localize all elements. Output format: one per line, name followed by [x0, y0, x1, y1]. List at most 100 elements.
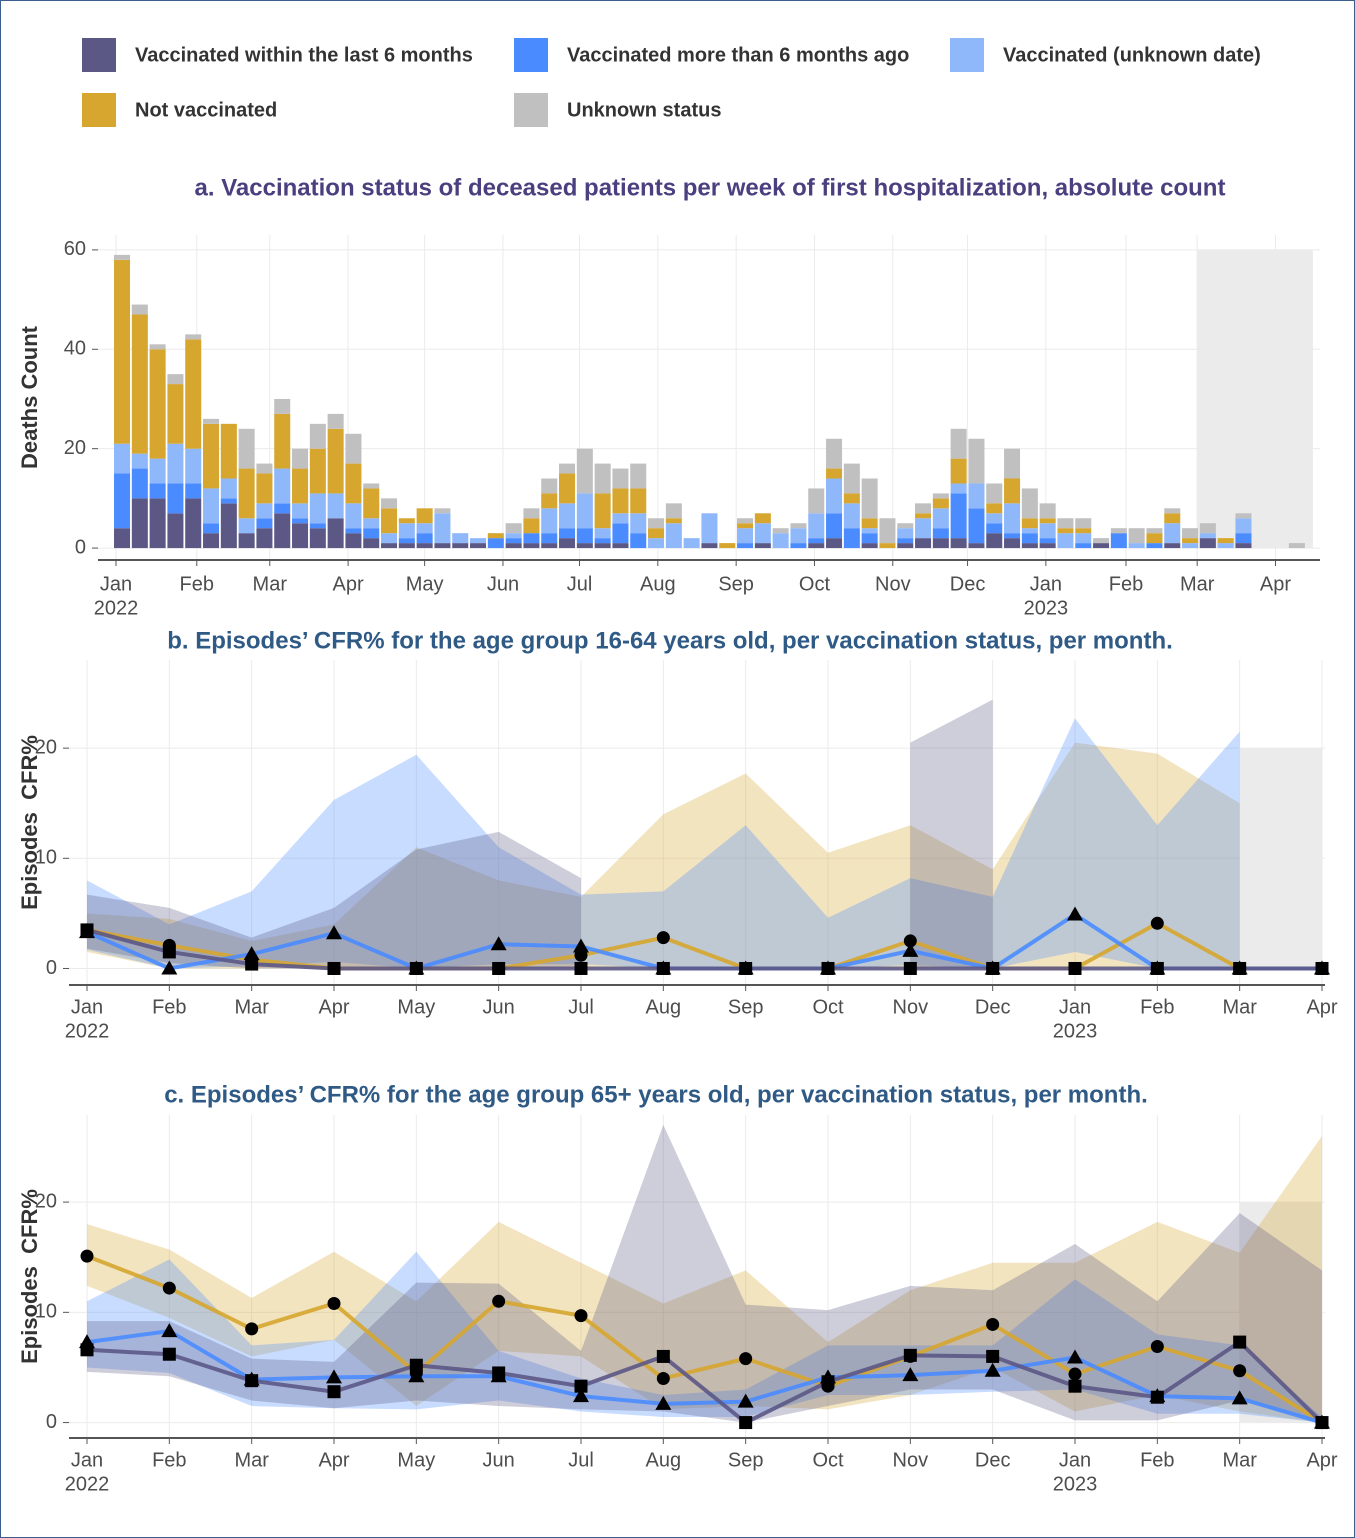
bar-segment	[131, 468, 148, 499]
bar-segment	[719, 543, 736, 549]
bar-segment	[559, 473, 576, 504]
x-tick-label: Aug	[646, 996, 682, 1018]
bar-segment	[1217, 543, 1234, 549]
bar-segment	[1039, 538, 1056, 544]
bar-segment	[648, 518, 665, 529]
bar-segment	[114, 259, 131, 444]
bar-segment	[149, 349, 166, 459]
bar-segment	[381, 543, 398, 549]
series-line	[86, 1328, 1323, 1425]
legend-swatch	[950, 38, 984, 72]
marker	[1068, 1367, 1082, 1381]
bar-segment	[701, 513, 718, 544]
x-tick-label: Jan	[71, 1449, 103, 1471]
bar-segment	[398, 543, 415, 549]
bar-segment	[309, 523, 326, 529]
bar-segment	[220, 498, 237, 504]
marker	[656, 961, 670, 975]
x-tick-label: Jan	[100, 573, 132, 595]
y-axis-label: Episodes CFR%	[17, 735, 42, 910]
marker	[656, 1371, 670, 1385]
bar-segment	[220, 423, 237, 479]
bar-segment	[1182, 538, 1199, 544]
bar-segment	[843, 503, 860, 529]
x-tick-label: Apr	[1306, 996, 1337, 1018]
confidence-band	[87, 718, 1240, 969]
x-tick-label: Oct	[812, 1449, 844, 1471]
bar-segment	[559, 463, 576, 474]
bar-segment	[754, 513, 771, 524]
bar-segment	[185, 448, 202, 484]
bar-segment	[487, 533, 504, 539]
x-tick-label: May	[406, 573, 444, 595]
bar-segment	[861, 543, 878, 549]
x-tick-sublabel: 2023	[1024, 597, 1069, 619]
bar-segment	[594, 543, 611, 549]
series-line	[86, 1339, 1324, 1425]
confidence-band	[87, 1251, 1322, 1423]
x-tick-label: Dec	[950, 573, 986, 595]
bar-segment	[203, 418, 220, 424]
bar-segment	[452, 533, 469, 544]
bar-segment	[630, 513, 647, 534]
marker	[1233, 1335, 1247, 1349]
x-tick-label: Nov	[893, 996, 929, 1018]
x-tick-label: Aug	[646, 1449, 682, 1471]
confidence-band	[87, 1135, 1322, 1423]
y-tick-label: 20	[35, 736, 57, 758]
x-tick-label: Feb	[1109, 573, 1143, 595]
bar-segment	[772, 528, 789, 534]
marker	[1067, 1349, 1083, 1364]
bar-segment	[576, 448, 593, 494]
bar-segment	[950, 538, 967, 549]
bar-segment	[1235, 513, 1252, 519]
bar-segment	[630, 488, 647, 514]
bar-segment	[541, 508, 558, 534]
marker	[409, 961, 423, 975]
bar-segment	[238, 428, 255, 469]
bar-segment	[826, 538, 843, 549]
bar-segment	[220, 503, 237, 549]
bar-segment	[986, 503, 1003, 514]
bar-segment	[292, 523, 309, 549]
bar-segment	[292, 518, 309, 524]
chart-title: a. Vaccination status of deceased patien…	[195, 174, 1226, 201]
x-tick-label: Dec	[975, 1449, 1011, 1471]
marker	[574, 961, 588, 975]
x-tick-label: Sep	[718, 573, 754, 595]
bar-segment	[1164, 543, 1181, 549]
bar-segment	[220, 478, 237, 499]
bar-segment	[114, 254, 131, 260]
bar-segment	[808, 488, 825, 514]
y-tick-label: 20	[35, 1190, 57, 1212]
marker	[162, 945, 176, 959]
bar-segment	[416, 523, 433, 534]
bar-segment	[1075, 528, 1092, 534]
bar-segment	[523, 543, 540, 549]
bar-segment	[1039, 543, 1056, 549]
bar-segment	[754, 523, 771, 544]
bar-segment	[416, 508, 433, 524]
legend-swatch	[514, 38, 548, 72]
bar-segment	[505, 543, 522, 549]
bar-segment	[167, 443, 184, 484]
bar-segment	[612, 468, 629, 489]
x-tick-label: Jan	[1059, 1449, 1091, 1471]
x-tick-label: Jul	[568, 996, 594, 1018]
marker	[574, 1379, 588, 1393]
marker	[656, 931, 670, 945]
bar-segment	[915, 513, 932, 519]
marker	[245, 1322, 259, 1336]
bar-segment	[203, 423, 220, 489]
bar-segment	[932, 508, 949, 529]
marker	[162, 1347, 176, 1361]
bar-segment	[345, 503, 362, 529]
confidence-band	[87, 742, 1240, 969]
bar-segment	[541, 543, 558, 549]
bar-segment	[754, 543, 771, 549]
bar-segment	[915, 518, 932, 539]
x-tick-label: Oct	[812, 996, 844, 1018]
bar-segment	[737, 543, 754, 549]
bar-segment	[1075, 533, 1092, 544]
